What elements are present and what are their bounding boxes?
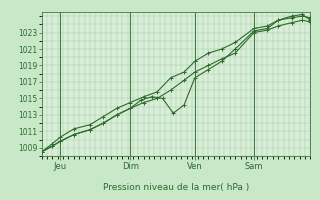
Text: Pression niveau de la mer( hPa ): Pression niveau de la mer( hPa ) [103,183,249,192]
